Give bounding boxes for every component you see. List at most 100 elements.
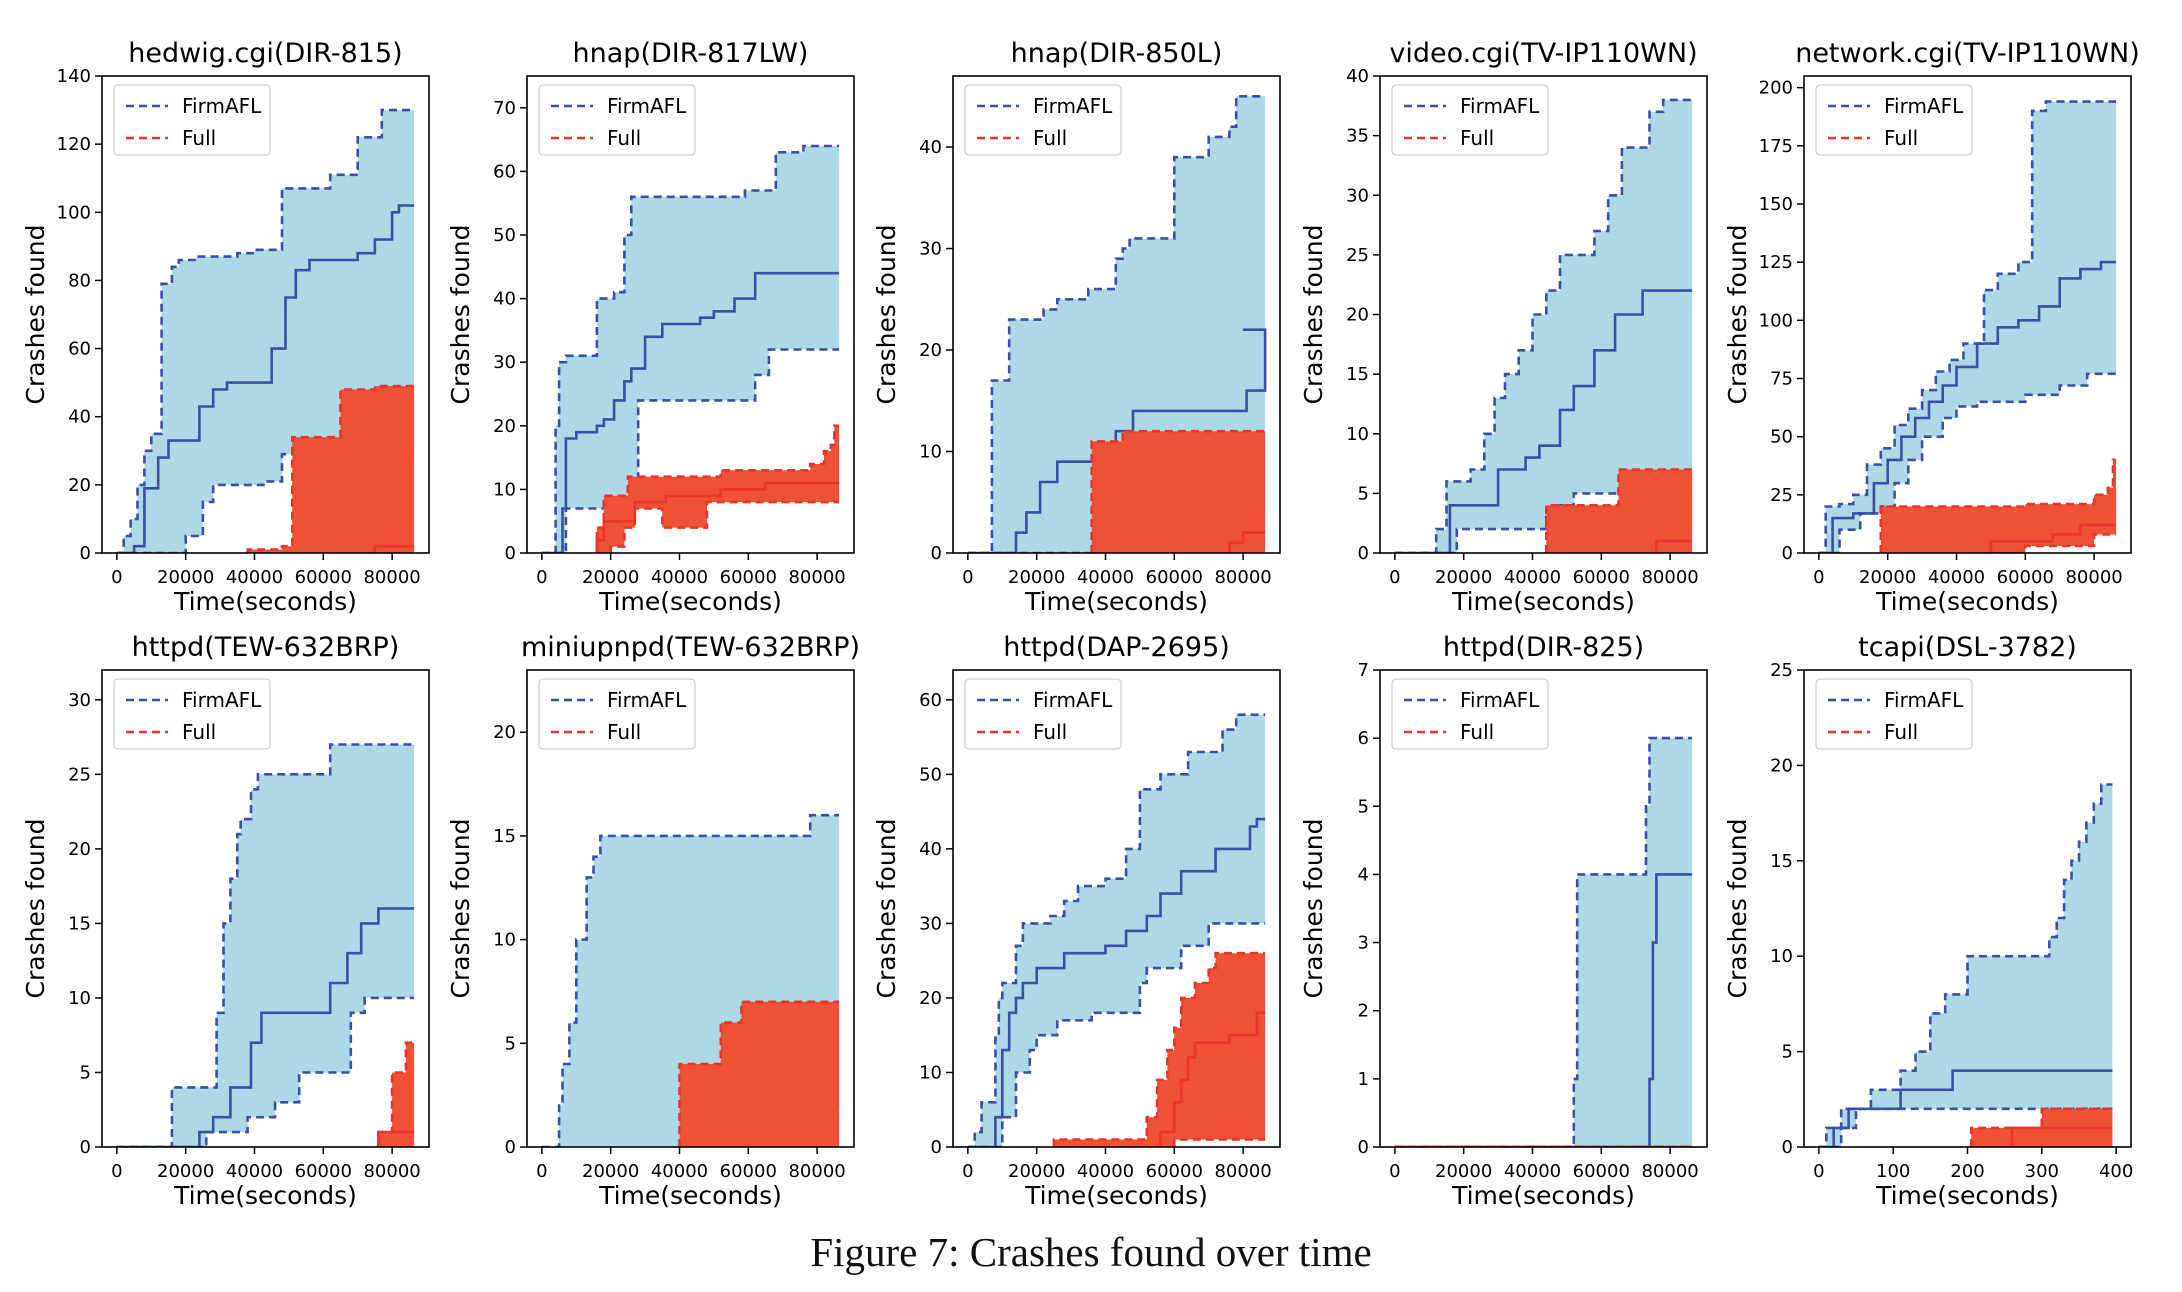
x-tick-label: 80000 — [1214, 1161, 1271, 1182]
y-axis-label: Crashes found — [872, 819, 901, 999]
y-tick-label: 20 — [1770, 755, 1793, 776]
legend: FirmAFL Full — [1391, 84, 1549, 156]
plot-frame — [526, 75, 855, 554]
full-upper-line — [246, 384, 415, 553]
firmafl-band — [1394, 738, 1693, 1147]
y-tick-label: 0 — [505, 1137, 516, 1158]
y-tick-label: 140 — [57, 66, 91, 87]
x-axis-label: Time(seconds) — [598, 587, 782, 616]
x-tick-label: 0 — [111, 567, 122, 588]
x-tick-label: 0 — [111, 1161, 122, 1182]
x-tick-label: 20000 — [1008, 1161, 1065, 1182]
legend-label-full: Full — [182, 720, 216, 744]
legend: FirmAFL Full — [964, 678, 1122, 750]
full-band — [1091, 431, 1266, 553]
y-tick-label: 100 — [57, 202, 91, 223]
y-tick-label: 20 — [68, 839, 91, 860]
chart-panel-6: 0 20000 40000 60000 80000 0 5 10 15 20 25 30 httpd(T… — [21, 632, 430, 1210]
y-tick-label: 50 — [919, 764, 942, 785]
firmafl-band — [1394, 99, 1693, 553]
x-axis-label: Time(seconds) — [173, 1181, 357, 1210]
x-tick-label: 40000 — [1077, 1161, 1134, 1182]
chart-panel-8: 0 20000 40000 60000 80000 0 10 20 30 40 50 60 httpd(… — [872, 632, 1281, 1210]
legend-label-firmafl: FirmAFL — [607, 94, 687, 118]
x-tick-label: 40000 — [226, 567, 283, 588]
full-median-line — [1228, 531, 1266, 553]
plot-frame — [952, 75, 1281, 554]
chart-panel-2: 0 20000 40000 60000 80000 0 10 20 30 40 50 60 70 hnap… — [446, 38, 855, 616]
firmafl-upper-line — [1818, 783, 2113, 1147]
legend: FirmAFL Full — [538, 678, 696, 750]
y-tick-label: 10 — [493, 479, 516, 500]
legend: FirmAFL Full — [538, 84, 696, 156]
y-tick-label: 30 — [1346, 185, 1369, 206]
y-tick-label: 5 — [505, 1033, 516, 1054]
legend: FirmAFL Full — [113, 678, 271, 750]
y-tick-label: 10 — [493, 930, 516, 951]
x-tick-label: 60000 — [1573, 1161, 1630, 1182]
x-tick-label: 60000 — [1997, 567, 2054, 588]
legend: FirmAFL Full — [113, 84, 271, 156]
firmafl-lower-line — [116, 452, 415, 553]
firmafl-upper-line — [541, 813, 840, 1147]
chart-panel-7: 0 20000 40000 60000 80000 0 5 10 15 20 miniupnpd(T… — [446, 632, 860, 1210]
y-tick-label: 125 — [1759, 252, 1793, 273]
y-tick-label: 50 — [1770, 427, 1793, 448]
firmafl-median-line — [116, 907, 415, 1147]
y-tick-label: 20 — [1346, 305, 1369, 326]
x-tick-label: 300 — [2025, 1161, 2059, 1182]
y-axis-label: Crashes found — [446, 819, 475, 999]
full-band — [596, 425, 840, 553]
y-tick-label: 25 — [1770, 660, 1793, 681]
plot-area — [541, 144, 840, 553]
x-tick-label: 40000 — [1928, 567, 1985, 588]
firmafl-upper-line — [967, 95, 1266, 553]
x-tick-label: 0 — [1389, 567, 1400, 588]
y-tick-label: 6 — [1358, 728, 1369, 749]
y-tick-label: 200 — [1759, 78, 1793, 99]
x-tick-label: 80000 — [2065, 567, 2122, 588]
full-median-line — [595, 481, 840, 553]
firmafl-median-line — [1818, 260, 2117, 553]
chart-title: hnap(DIR-850L) — [1011, 38, 1223, 69]
firmafl-median-line — [967, 817, 1266, 1147]
y-axis-label: Crashes found — [21, 819, 50, 999]
x-tick-label: 80000 — [1641, 1161, 1698, 1182]
y-tick-label: 0 — [505, 543, 516, 564]
y-tick-label: 30 — [919, 913, 942, 934]
y-tick-label: 100 — [1759, 310, 1793, 331]
firmafl-band — [1818, 101, 2117, 553]
plot-area — [1818, 783, 2113, 1147]
x-tick-label: 40000 — [651, 567, 708, 588]
legend-label-firmafl: FirmAFL — [607, 688, 687, 712]
x-tick-label: 0 — [1813, 567, 1824, 588]
firmafl-upper-line — [116, 108, 415, 553]
y-tick-label: 0 — [1358, 1137, 1369, 1158]
x-axis-label: Time(seconds) — [1875, 1181, 2059, 1210]
legend-label-firmafl: FirmAFL — [182, 94, 262, 118]
plot-area — [967, 95, 1267, 553]
y-tick-label: 40 — [68, 407, 91, 428]
full-upper-line — [678, 1000, 840, 1147]
firmafl-upper-line — [1394, 98, 1693, 553]
y-tick-label: 2 — [1358, 1001, 1369, 1022]
y-tick-label: 0 — [80, 543, 91, 564]
y-tick-label: 20 — [493, 722, 516, 743]
legend: FirmAFL Full — [1815, 678, 1973, 750]
chart-title: tcapi(DSL-3782) — [1858, 632, 2077, 663]
x-tick-label: 80000 — [363, 1161, 420, 1182]
y-tick-label: 35 — [1346, 126, 1369, 147]
firmafl-band — [541, 146, 840, 553]
full-band — [1546, 469, 1693, 553]
plot-frame — [952, 669, 1281, 1148]
y-tick-label: 30 — [68, 690, 91, 711]
x-tick-label: 60000 — [1573, 567, 1630, 588]
legend-label-firmafl: FirmAFL — [1884, 94, 1964, 118]
y-tick-label: 0 — [931, 1137, 942, 1158]
y-tick-label: 50 — [493, 225, 516, 246]
legend-label-full: Full — [1884, 126, 1918, 150]
full-band — [679, 1001, 840, 1147]
y-axis-label: Crashes found — [21, 225, 50, 405]
y-tick-label: 10 — [68, 988, 91, 1009]
